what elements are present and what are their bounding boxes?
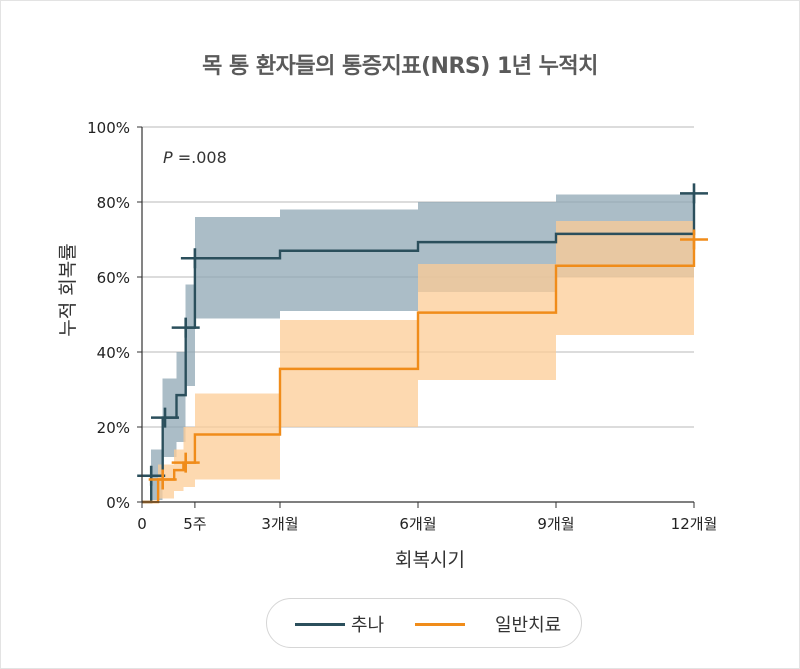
x-tick-label-2: 3개월 bbox=[261, 515, 298, 533]
ci-band-chuna-6 bbox=[280, 209, 418, 311]
legend-swatch-general bbox=[415, 622, 465, 626]
ci-band-chuna-4 bbox=[185, 284, 195, 386]
y-tick-label-5: 100% bbox=[87, 119, 130, 137]
x-tick-label-5: 12개월 bbox=[671, 515, 718, 533]
censor-mark-chuna-4 bbox=[680, 183, 708, 204]
legend-item-general: 일반치료 bbox=[415, 612, 561, 636]
censor-mark-general-2 bbox=[680, 229, 708, 250]
censor-mark-chuna-1 bbox=[151, 407, 179, 428]
x-axis-label: 회복시기 bbox=[395, 549, 465, 571]
x-tick-label-3: 6개월 bbox=[399, 515, 436, 533]
ci-band-general-1 bbox=[158, 464, 175, 499]
legend-swatch-chuna bbox=[295, 622, 345, 626]
confidence-bands bbox=[151, 194, 694, 501]
ci-band-general-5 bbox=[280, 320, 418, 427]
legend-label-general: 일반치료 bbox=[495, 615, 562, 636]
ci-band-general-4 bbox=[194, 393, 280, 480]
x-tick-label-4: 9개월 bbox=[537, 515, 574, 533]
ci-band-general-7 bbox=[556, 220, 694, 336]
p-label: P bbox=[163, 148, 173, 167]
p-value: =.008 bbox=[173, 148, 227, 167]
censor-marks bbox=[137, 183, 708, 490]
y-axis-label: 누적 회복률 bbox=[57, 243, 79, 336]
chart-title: 목 통 환자들의 통증지표(NRS) 1년 누적치 bbox=[202, 54, 598, 79]
censor-mark-general-1 bbox=[171, 452, 200, 473]
y-tick-label-1: 20% bbox=[97, 419, 130, 437]
y-tick-label-2: 40% bbox=[97, 344, 130, 362]
y-tick-label-0: 0% bbox=[106, 494, 130, 512]
axes: 0% 20% 40% 60% 80% 100% 0 5주 3개월 6개월 9개월 12개월 bbox=[87, 119, 717, 533]
ci-band-chuna-3 bbox=[176, 352, 186, 442]
y-tick-label-4: 80% bbox=[97, 194, 130, 212]
x-tick-label-1: 5주 bbox=[183, 515, 206, 533]
x-tick-label-0: 0 bbox=[137, 515, 147, 533]
ci-band-chuna-5 bbox=[194, 217, 280, 319]
ci-band-general-3 bbox=[183, 427, 195, 487]
legend-item-chuna: 추나 bbox=[295, 612, 384, 636]
p-value-annotation: P =.008 bbox=[163, 148, 227, 167]
censor-mark-chuna-2 bbox=[171, 317, 200, 338]
legend-label-chuna: 추나 bbox=[351, 615, 385, 636]
censor-mark-chuna-3 bbox=[180, 248, 209, 269]
censor-mark-general-0 bbox=[148, 469, 177, 490]
ci-band-general-6 bbox=[418, 263, 556, 381]
legend: 추나 일반치료 bbox=[266, 598, 582, 648]
y-tick-label-3: 60% bbox=[97, 269, 130, 287]
